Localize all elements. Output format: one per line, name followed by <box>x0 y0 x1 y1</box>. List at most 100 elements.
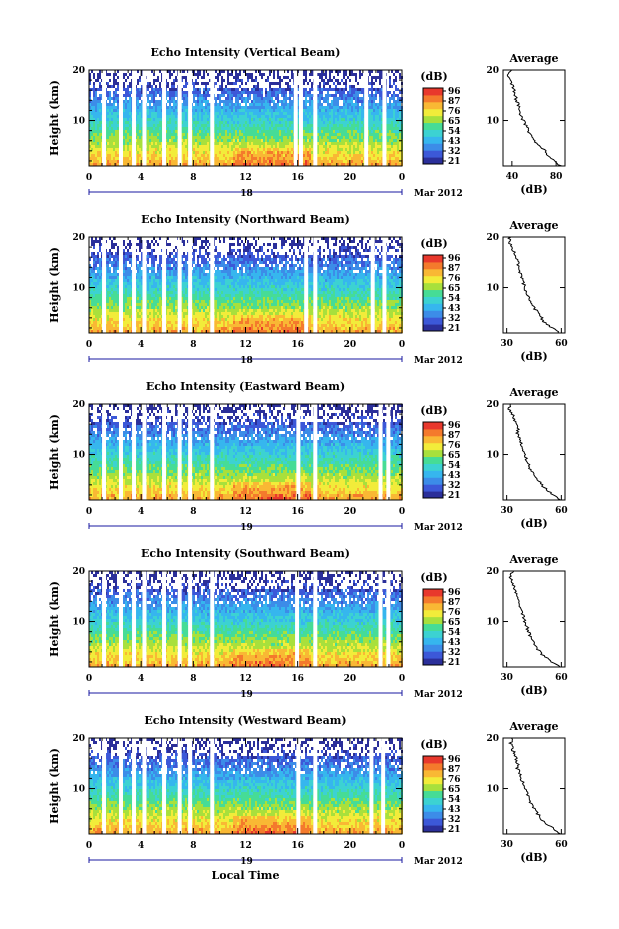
heatmap-cell <box>109 249 111 252</box>
heatmap-cell <box>277 154 279 157</box>
heatmap-cell <box>183 154 185 157</box>
heatmap-cell <box>173 142 175 145</box>
heatmap-cell <box>379 133 381 136</box>
heatmap-cell <box>389 127 391 130</box>
heatmap-cell <box>287 97 289 100</box>
heatmap-cell <box>109 324 111 327</box>
heatmap-cell <box>267 112 269 115</box>
heatmap-cell <box>275 103 277 106</box>
heatmap-cell <box>233 151 235 154</box>
heatmap-cell <box>99 133 101 136</box>
heatmap-cell <box>249 103 251 106</box>
heatmap-cell <box>241 154 243 157</box>
heatmap-cell <box>125 94 127 97</box>
heatmap-cell <box>371 160 373 163</box>
heatmap-cell <box>113 264 115 267</box>
heatmap-cell <box>319 139 321 142</box>
heatmap-cell <box>223 79 225 82</box>
heatmap-cell <box>199 124 201 127</box>
heatmap-cell <box>123 297 125 300</box>
heatmap-cell <box>349 88 351 91</box>
heatmap-cell <box>395 85 397 88</box>
heatmap-cell <box>287 118 289 121</box>
heatmap-cell <box>215 133 217 136</box>
heatmap-cell <box>149 136 151 139</box>
heatmap-cell <box>329 142 331 145</box>
heatmap-cell <box>253 133 255 136</box>
heatmap-cell <box>241 118 243 121</box>
heatmap-cell <box>263 139 265 142</box>
heatmap-cell <box>265 106 267 109</box>
heatmap-cell <box>349 145 351 148</box>
heatmap-cell <box>199 88 201 91</box>
heatmap-cell <box>283 106 285 109</box>
heatmap-cell <box>287 88 289 91</box>
heatmap-cell <box>155 127 157 130</box>
heatmap-cell <box>123 148 125 151</box>
heatmap-cell <box>111 154 113 157</box>
heatmap-cell <box>277 130 279 133</box>
heatmap-cell <box>97 133 99 136</box>
heatmap-cell <box>151 118 153 121</box>
heatmap-cell <box>289 109 291 112</box>
heatmap-cell <box>291 142 293 145</box>
heatmap-cell <box>167 94 169 97</box>
heatmap-cell <box>149 124 151 127</box>
heatmap-cell <box>261 88 263 91</box>
heatmap-cell <box>333 112 335 115</box>
heatmap-cell <box>281 91 283 94</box>
heatmap-cell <box>129 91 131 94</box>
heatmap-cell <box>271 115 273 118</box>
heatmap-cell <box>157 160 159 163</box>
heatmap-cell <box>349 148 351 151</box>
heatmap-cell <box>355 136 357 139</box>
heatmap-cell <box>387 94 389 97</box>
heatmap-cell <box>271 109 273 112</box>
heatmap-cell <box>325 154 327 157</box>
heatmap-cell <box>153 73 155 76</box>
heatmap-cell <box>245 133 247 136</box>
heatmap-cell <box>95 324 97 327</box>
heatmap-cell <box>305 76 307 79</box>
heatmap-cell <box>337 88 339 91</box>
heatmap-cell <box>157 148 159 151</box>
heatmap-cell <box>201 109 203 112</box>
heatmap-cell <box>237 142 239 145</box>
heatmap-cell <box>97 294 99 297</box>
colorbar-segment <box>423 88 443 95</box>
heatmap-cell <box>99 136 101 139</box>
heatmap-cell <box>361 130 363 133</box>
heatmap-cell <box>391 97 393 100</box>
heatmap-cell <box>271 118 273 121</box>
heatmap-cell <box>99 109 101 112</box>
heatmap-cell <box>319 82 321 85</box>
heatmap-cell <box>173 97 175 100</box>
heatmap-cell <box>185 142 187 145</box>
heatmap-cell <box>111 103 113 106</box>
heatmap-cell <box>395 106 397 109</box>
heatmap-cell <box>223 109 225 112</box>
heatmap-cell <box>305 112 307 115</box>
heatmap-cell <box>109 267 111 270</box>
heatmap-cell <box>125 148 127 151</box>
heatmap-cell <box>351 85 353 88</box>
heatmap-cell <box>171 151 173 154</box>
heatmap-cell <box>271 100 273 103</box>
heatmap-cell <box>223 130 225 133</box>
heatmap-cell <box>319 133 321 136</box>
heatmap-cell <box>171 130 173 133</box>
heatmap-cell <box>245 103 247 106</box>
heatmap-cell <box>319 73 321 76</box>
heatmap-cell <box>231 91 233 94</box>
heatmap-cell <box>359 157 361 160</box>
heatmap-cell <box>201 94 203 97</box>
heatmap-cell <box>97 261 99 264</box>
heatmap-cell <box>99 139 101 142</box>
heatmap-cell <box>237 157 239 160</box>
heatmap-cell <box>117 282 119 285</box>
heatmap-cell <box>201 103 203 106</box>
heatmap-cell <box>339 151 341 154</box>
heatmap-cell <box>343 82 345 85</box>
heatmap-cell <box>331 142 333 145</box>
heatmap-cell <box>137 118 139 121</box>
